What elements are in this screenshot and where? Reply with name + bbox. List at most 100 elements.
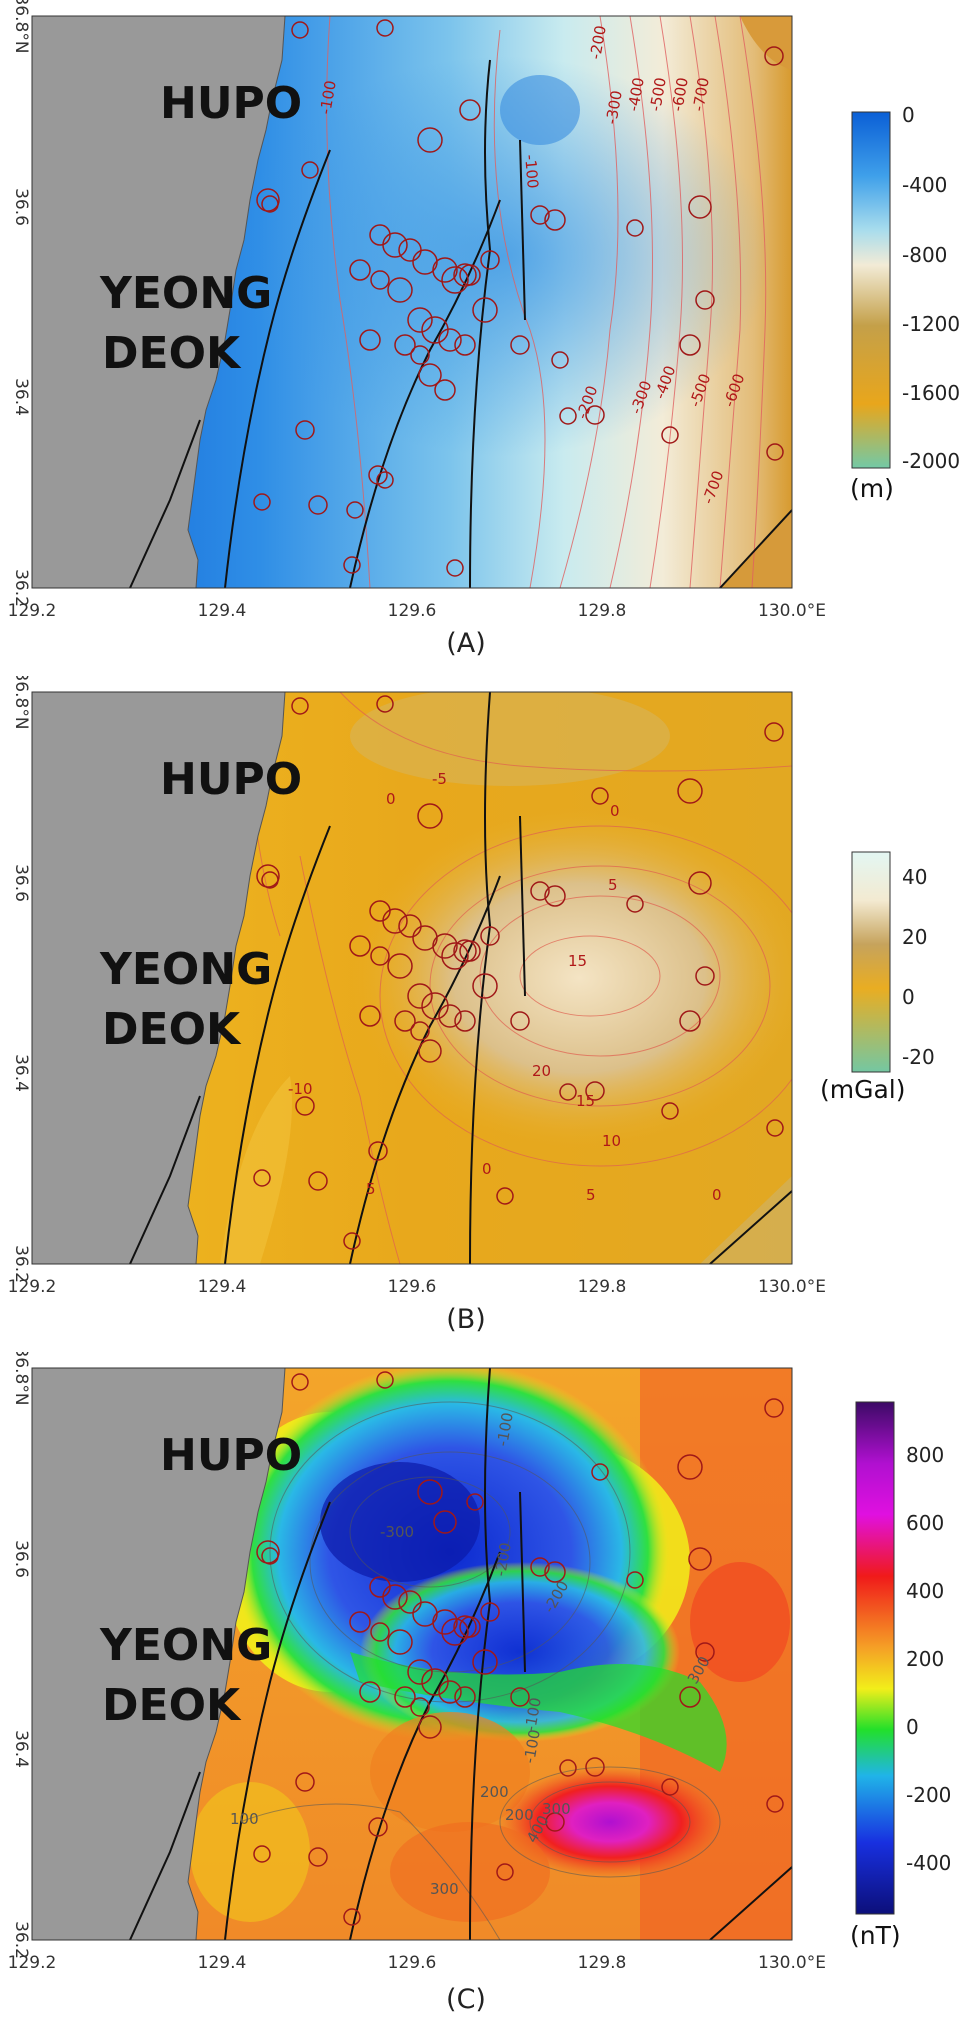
contour-label: 15: [568, 952, 587, 970]
x-tick-label: 129.2: [8, 1277, 57, 1297]
contour-label: 5: [366, 1180, 376, 1198]
contour-label: 0: [712, 1186, 722, 1204]
place-label-yeongdeok-2: DEOK: [102, 1680, 242, 1731]
y-tick-label: 36.8°N: [11, 1352, 31, 1406]
panel-caption: (B): [446, 1304, 486, 1335]
map-frame: -300 -200 -200 -100 -100 100 200 300 400…: [32, 1368, 792, 1940]
colorbar-tick: 0: [902, 985, 915, 1009]
x-tick-label: 129.4: [198, 601, 247, 621]
y-tick-label: 36.4: [11, 1054, 31, 1092]
colorbar-tick: 0: [906, 1715, 919, 1739]
contour-label: -100: [493, 1411, 517, 1448]
colorbar-tick: -1600: [902, 381, 960, 405]
x-tick-label: 130.0°E: [758, 1277, 826, 1297]
map-frame: -100 -100 -300 -400 -500 -600 -700 -200 …: [32, 16, 792, 588]
colorbar-tick: -1200: [902, 312, 960, 336]
x-tick-label: 130.0°E: [758, 601, 826, 621]
place-label-yeongdeok-1: YEONG: [99, 268, 272, 319]
contour-label: -400: [624, 76, 648, 113]
x-tick-label: 129.8: [578, 1277, 627, 1297]
contour-label: -10: [288, 1080, 313, 1098]
colorbar-tick: -2000: [902, 449, 960, 473]
contour-label: -5: [432, 770, 447, 788]
x-tick-label: 129.4: [198, 1953, 247, 1973]
contour-label: 0: [610, 802, 620, 820]
y-tick-label: 36.8°N: [11, 0, 31, 54]
x-tick-label: 129.2: [8, 1953, 57, 1973]
colorbar-tick: -800: [902, 243, 947, 267]
contour-label: 300: [542, 1800, 571, 1818]
colorbar-tick: 200: [906, 1647, 944, 1671]
colorbar-unit: (m): [850, 474, 894, 503]
colorbar-tick: -200: [906, 1783, 951, 1807]
contour-label: -100: [520, 1728, 544, 1765]
contour-label: 20: [532, 1062, 551, 1080]
coastline: [32, 16, 286, 588]
contour-label: 100: [230, 1810, 259, 1828]
panel-a: -100 -100 -300 -400 -500 -600 -700 -200 …: [8, 0, 960, 659]
coastline: [32, 692, 286, 1264]
place-label-hupo: HUPO: [160, 754, 302, 805]
contour-label: -700: [689, 76, 713, 113]
contour-label: 15: [576, 1092, 595, 1110]
place-label-hupo: HUPO: [160, 78, 302, 129]
y-tick-label: 36.6: [11, 864, 31, 902]
colorbar-unit: (mGal): [820, 1075, 906, 1104]
contour-label: 5: [586, 1186, 596, 1204]
colorbar-tick: 40: [902, 865, 927, 889]
panel-c: -300 -200 -200 -100 -100 100 200 300 400…: [8, 1352, 952, 2015]
y-tick-label: 36.4: [11, 1730, 31, 1768]
colorbar-tick: -400: [906, 1851, 951, 1875]
coastline: [32, 1368, 286, 1940]
y-tick-label: 36.2: [11, 1245, 31, 1283]
contour-label: -100: [521, 154, 542, 189]
contour-label: 200: [480, 1783, 509, 1801]
contour-label: 10: [602, 1132, 621, 1150]
colorbar-tick: -400: [902, 173, 947, 197]
colorbar-tick: 800: [906, 1443, 944, 1467]
x-tick-label: 129.4: [198, 1277, 247, 1297]
colorbar-tick: 0: [902, 103, 915, 127]
x-tick-label: 129.2: [8, 601, 57, 621]
place-label-hupo: HUPO: [160, 1430, 302, 1481]
y-tick-label: 36.4: [11, 378, 31, 416]
x-tick-label: 129.8: [578, 1953, 627, 1973]
contour-label: -300: [380, 1523, 414, 1541]
place-label-yeongdeok-1: YEONG: [99, 1620, 272, 1671]
contour-label: -100: [521, 1696, 545, 1733]
contour-label: -200: [491, 1541, 515, 1578]
contour-label: -300: [602, 89, 626, 126]
contour-label: 200: [505, 1806, 534, 1824]
map-frame: 0 -5 0 5 15 20 15 10 5 0 -10 5 0 HUPO YE…: [32, 692, 792, 1264]
contour-label: 300: [430, 1880, 459, 1898]
contour-label: -600: [668, 76, 692, 113]
x-tick-label: 129.6: [388, 1953, 437, 1973]
contour-label: -100: [316, 79, 340, 116]
place-label-yeongdeok-1: YEONG: [99, 944, 272, 995]
colorbar-unit: (nT): [850, 1921, 901, 1950]
panel-caption: (C): [446, 1984, 486, 2015]
panel-b: 0 -5 0 5 15 20 15 10 5 0 -10 5 0 HUPO YE…: [8, 676, 935, 1335]
y-tick-label: 36.2: [11, 1921, 31, 1959]
colorbar: 800 600 400 200 0 -200 -400 (nT): [850, 1401, 951, 1950]
place-label-yeongdeok-2: DEOK: [102, 328, 242, 379]
colorbar-tick: 20: [902, 925, 927, 949]
colorbar-tick: 400: [906, 1579, 944, 1603]
colorbar: 0 -400 -800 -1200 -1600 -2000 (m): [850, 103, 960, 503]
colorbar-tick: 600: [906, 1511, 944, 1535]
y-tick-label: 36.6: [11, 1540, 31, 1578]
place-label-yeongdeok-2: DEOK: [102, 1004, 242, 1055]
contour-label: 0: [386, 790, 396, 808]
colorbar-tick: -20: [902, 1045, 935, 1069]
contour-label: -500: [646, 76, 670, 113]
colorbar: 40 20 0 -20 (mGal): [820, 851, 935, 1104]
x-tick-label: 130.0°E: [758, 1953, 826, 1973]
x-tick-label: 129.8: [578, 601, 627, 621]
y-tick-label: 36.8°N: [11, 676, 31, 730]
x-tick-label: 129.6: [388, 601, 437, 621]
contour-label: -200: [586, 24, 610, 61]
y-tick-label: 36.6: [11, 188, 31, 226]
x-tick-label: 129.6: [388, 1277, 437, 1297]
contour-label: 5: [608, 876, 618, 894]
contour-label: 0: [482, 1160, 492, 1178]
